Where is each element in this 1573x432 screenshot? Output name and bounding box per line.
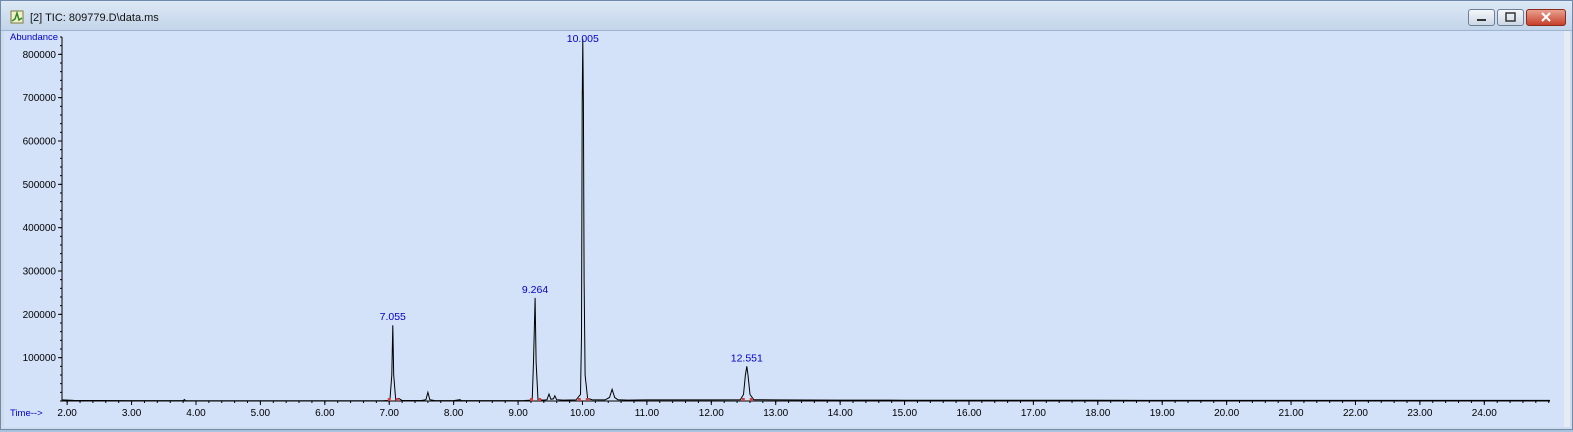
x-tick-label: 21.00 — [1279, 408, 1304, 419]
chromatogram-app-icon — [10, 10, 24, 24]
peak-end-mark — [538, 398, 542, 401]
peak-end-mark — [395, 398, 399, 401]
title-bar[interactable]: [2] TIC: 809779.D\data.ms — [1, 1, 1572, 31]
y-tick-label: 500000 — [23, 180, 57, 191]
y-tick-label: 800000 — [23, 50, 57, 61]
peak-start-mark — [577, 398, 581, 401]
x-tick-label: 20.00 — [1214, 408, 1239, 419]
x-tick-label: 7.00 — [379, 408, 399, 419]
maximize-icon — [1505, 12, 1516, 22]
x-tick-label: 12.00 — [699, 408, 724, 419]
x-tick-label: 4.00 — [186, 408, 206, 419]
peak-label: 12.551 — [731, 352, 763, 364]
x-tick-label: 9.00 — [508, 408, 528, 419]
x-tick-label: 2.00 — [57, 408, 77, 419]
chromatogram-plot-area[interactable]: 100000 200000 300000 400000 500000 600000 7000… — [4, 31, 1564, 427]
window-title: [2] TIC: 809779.D\data.ms — [30, 12, 159, 24]
x-tick-label: 18.00 — [1085, 408, 1110, 419]
y-tick-label: 700000 — [23, 93, 57, 104]
y-tick-label: 300000 — [23, 267, 57, 278]
x-tick-label: 10.00 — [570, 408, 595, 419]
close-icon — [1541, 12, 1551, 22]
x-tick-label: 16.00 — [956, 408, 981, 419]
minimize-icon — [1477, 19, 1486, 21]
peak-labels: 7.055 9.264 10.005 12.551 — [380, 33, 763, 401]
peak-start-mark — [387, 398, 391, 401]
x-axis-label: Time--> — [10, 408, 43, 419]
peak-label: 7.055 — [380, 311, 406, 323]
vertical-scrollbar[interactable] — [1564, 31, 1570, 427]
maximize-button[interactable] — [1497, 9, 1524, 26]
x-tick-label: 17.00 — [1021, 408, 1046, 419]
close-button[interactable] — [1526, 9, 1566, 26]
minimize-button[interactable] — [1468, 9, 1495, 26]
tic-trace-line — [61, 39, 1550, 402]
y-axis: 100000 200000 300000 400000 500000 600000 7000… — [23, 36, 63, 402]
x-tick-label: 8.00 — [444, 408, 464, 419]
x-tick-label: 24.00 — [1472, 408, 1497, 419]
x-tick-label: 3.00 — [122, 408, 142, 419]
x-tick-label: 23.00 — [1407, 408, 1432, 419]
peak-start-mark — [530, 398, 534, 401]
peak-end-mark — [585, 398, 589, 401]
x-tick-label: 5.00 — [251, 408, 271, 419]
y-tick-label: 200000 — [23, 310, 57, 321]
x-tick-label: 11.00 — [635, 408, 660, 419]
peak-label: 9.264 — [522, 284, 548, 296]
y-tick-label: 400000 — [23, 223, 57, 234]
x-axis: 2.00 3.00 4.00 5.00 6.00 7.00 8.00 9.00 10.00 11.… — [57, 400, 1550, 419]
y-tick-label: 600000 — [23, 137, 57, 148]
x-tick-label: 14.00 — [828, 408, 853, 419]
x-tick-label: 22.00 — [1343, 408, 1368, 419]
tic-chromatogram-chart[interactable]: 100000 200000 300000 400000 500000 600000 7000… — [4, 31, 1564, 427]
peak-end-mark — [749, 398, 753, 401]
x-tick-label: 6.00 — [315, 408, 335, 419]
x-tick-label: 13.00 — [763, 408, 788, 419]
peak-start-mark — [741, 398, 745, 401]
x-tick-label: 15.00 — [892, 408, 917, 419]
peak-label: 10.005 — [567, 33, 599, 45]
y-tick-label: 100000 — [23, 353, 57, 364]
y-axis-label: Abundance — [10, 32, 58, 43]
x-tick-label: 19.00 — [1150, 408, 1175, 419]
